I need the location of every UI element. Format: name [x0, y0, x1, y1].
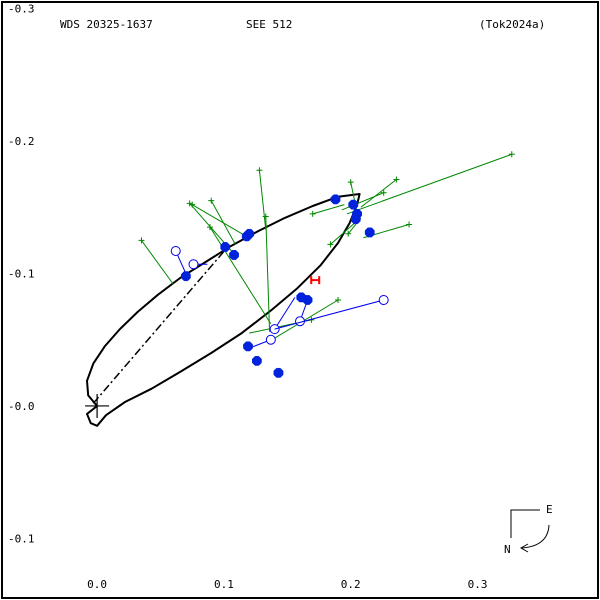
filled-observation-point: [330, 194, 341, 205]
y-tick-labels: -0.3 -0.2 -0.1 -0.0 -0.1: [8, 3, 35, 546]
interferometric-point: [170, 245, 181, 256]
compass-east-label: E: [546, 503, 553, 516]
micrometric-point: [138, 237, 145, 244]
compass-arrow: [521, 524, 550, 549]
compass-arrow-head: [519, 543, 529, 553]
x-tick-label: 0.0: [87, 578, 107, 591]
micrometric-point: [208, 197, 215, 204]
micrometric-residual-line: [265, 216, 271, 332]
y-tick-label: -0.1: [8, 532, 35, 545]
filled-observation-point: [273, 367, 284, 378]
filled-observation-point: [243, 341, 253, 352]
compass-north-label: N: [504, 543, 511, 556]
x-tick-label: 0.1: [214, 578, 234, 591]
micrometric-point: [327, 241, 334, 248]
compass-axes: [510, 509, 540, 538]
interferometric-layer: [170, 245, 389, 349]
micrometric-residual-line: [209, 226, 272, 325]
micrometric-point: [189, 201, 196, 208]
orbit-ellipse: [86, 193, 361, 427]
y-tick-label: -0.0: [8, 400, 35, 413]
micrometric-point: [186, 200, 193, 207]
primary-star-marker: [85, 393, 110, 418]
micrometric-residual-line: [141, 240, 174, 285]
filled-observation-point: [252, 356, 262, 366]
y-tick-label: -0.3: [8, 3, 35, 16]
x-tick-label: 0.3: [468, 578, 488, 591]
filled-observation-point: [302, 295, 313, 305]
micrometric-residual-line: [330, 222, 355, 245]
micrometric-point: [309, 210, 316, 217]
micrometric-residual-line: [271, 299, 339, 341]
filled-observation-point: [244, 228, 255, 239]
line-of-apsides: [92, 246, 229, 404]
filled-observation-point: [348, 199, 359, 210]
filled-observation-point: [364, 227, 375, 238]
predicted-position-marker: [310, 276, 321, 285]
interferometric-residual-line: [274, 299, 384, 330]
orbit-reference: (Tok2024a): [479, 18, 545, 31]
micrometric-point: [380, 189, 387, 196]
interferometric-point: [265, 334, 276, 345]
interferometric-point: [188, 259, 199, 270]
micrometric-residual-line: [346, 153, 512, 215]
primary-layer: [85, 393, 110, 418]
micrometric-point: [262, 213, 269, 220]
filled-observation-point: [229, 250, 239, 260]
x-tick-label: 0.2: [341, 578, 361, 591]
y-tick-label: -0.1: [8, 268, 35, 281]
filled-observation-point: [220, 242, 231, 252]
micrometric-point: [206, 224, 213, 231]
micrometric-residual-line: [191, 204, 245, 236]
wds-designation: WDS 20325-1637: [60, 18, 153, 31]
micrometric-layer: [138, 151, 515, 341]
micrometric-point: [256, 167, 263, 174]
compass: E N: [504, 503, 553, 556]
micrometric-point: [345, 230, 352, 237]
micrometric-residual-line: [210, 200, 236, 245]
micrometric-residual-line: [360, 179, 397, 208]
micrometric-residual-line: [312, 204, 345, 215]
x-tick-labels: 0.0 0.1 0.2 0.3: [87, 578, 487, 591]
star-name: SEE 512: [246, 18, 292, 31]
orbit-layer: [86, 193, 361, 427]
micrometric-point: [508, 151, 515, 158]
micrometric-point: [335, 297, 342, 303]
interferometric-point: [378, 295, 389, 305]
interferometric-residual-line: [274, 297, 296, 330]
micrometric-residual-line: [258, 170, 267, 230]
micrometric-point: [347, 179, 354, 186]
filled-observations-layer: [181, 194, 375, 378]
y-tick-label: -0.2: [8, 135, 35, 148]
micrometric-point: [393, 176, 400, 183]
filled-observation-point: [352, 209, 362, 219]
micrometric-point: [406, 221, 413, 228]
filled-observation-point: [181, 271, 191, 282]
